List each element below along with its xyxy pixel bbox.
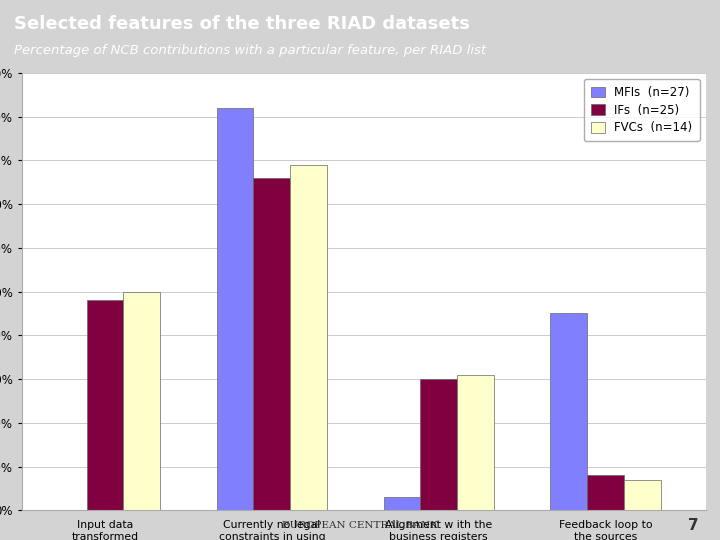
Text: EUROPEAN CENTRAL BANK: EUROPEAN CENTRAL BANK: [282, 521, 438, 530]
Bar: [123, 292, 160, 510]
Legend: MFIs  (n=27), IFs  (n=25), FVCs  (n=14): MFIs (n=27), IFs (n=25), FVCs (n=14): [584, 79, 700, 141]
Bar: [86, 300, 123, 510]
Bar: [384, 497, 420, 510]
Text: Percentage of NCB contributions with a particular feature, per RIAD list: Percentage of NCB contributions with a p…: [14, 44, 487, 57]
Bar: [217, 108, 253, 510]
Bar: [624, 480, 660, 510]
Bar: [551, 313, 587, 510]
Bar: [457, 375, 494, 510]
Text: 7: 7: [688, 518, 698, 532]
Bar: [253, 178, 290, 510]
Bar: [587, 475, 624, 510]
Bar: [420, 379, 457, 510]
Text: Selected features of the three RIAD datasets: Selected features of the three RIAD data…: [14, 15, 470, 32]
Bar: [290, 165, 327, 510]
